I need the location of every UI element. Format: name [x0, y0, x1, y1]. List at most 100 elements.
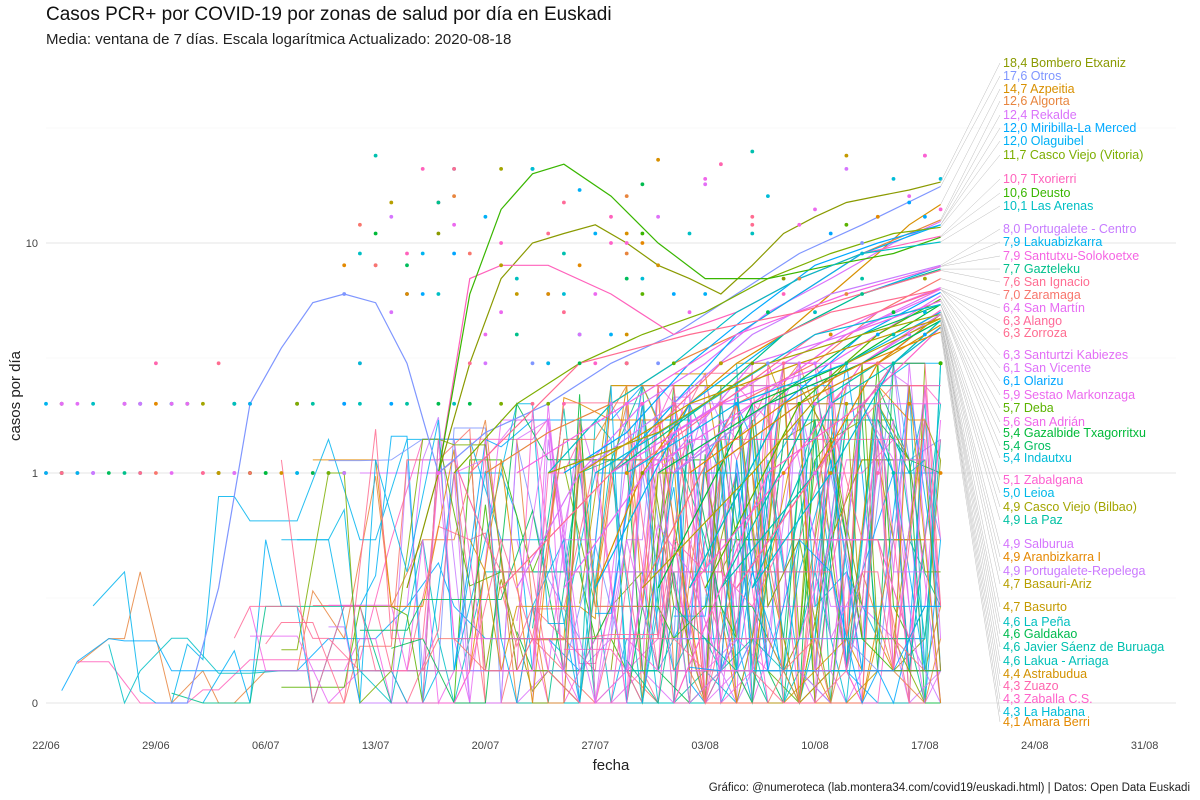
series-line [579, 264, 941, 474]
daily-point [358, 222, 362, 227]
daily-point [923, 310, 927, 315]
daily-point [907, 194, 912, 199]
series-label: 4,4 Astrabudua [1003, 667, 1087, 681]
series-label: 6,1 San Vicente [1003, 361, 1091, 375]
daily-point [797, 276, 802, 281]
background-series-line [265, 419, 925, 704]
x-tick-label: 20/07 [472, 740, 500, 752]
daily-point [766, 194, 770, 199]
daily-point [483, 361, 488, 366]
daily-point [452, 167, 456, 171]
daily-point [703, 177, 708, 181]
series-line [673, 326, 942, 704]
series-line [610, 224, 941, 474]
daily-point [828, 471, 833, 475]
daily-point [907, 332, 912, 337]
daily-point [860, 241, 864, 245]
daily-point [232, 401, 237, 406]
label-leader [940, 314, 1001, 558]
y-tick-label: 0 [32, 698, 38, 710]
daily-point [593, 231, 598, 236]
daily-point [562, 401, 566, 406]
daily-point [766, 310, 770, 315]
series-label: 8,0 Portugalete - Centro [1003, 222, 1136, 236]
daily-point [813, 471, 817, 475]
daily-point [875, 332, 880, 337]
daily-point [609, 214, 613, 219]
label-leader [940, 312, 1001, 494]
label-leader [940, 292, 1001, 369]
daily-point [624, 332, 629, 337]
series-label: 4,9 Salburua [1003, 537, 1074, 551]
label-leader [940, 287, 1001, 309]
series-label: 7,0 Zaramaga [1003, 288, 1081, 302]
series-label: 7,7 Gazteleku [1003, 262, 1080, 276]
daily-point [938, 207, 943, 212]
daily-point [452, 194, 456, 199]
daily-point [436, 401, 441, 406]
daily-point [106, 471, 111, 475]
series-label: 12,4 Rekalde [1003, 108, 1077, 122]
label-leader [940, 288, 1001, 334]
daily-point [420, 251, 425, 256]
series-label: 5,4 Gros [1003, 439, 1051, 453]
daily-point [828, 332, 833, 337]
daily-points [44, 149, 943, 475]
label-leader [940, 75, 1001, 187]
daily-point [310, 471, 315, 475]
daily-point [169, 401, 174, 406]
series-label: 6,3 Zorroza [1003, 326, 1067, 340]
series-label: 5,0 Leioa [1003, 486, 1054, 500]
label-leader [940, 289, 1001, 356]
label-leader [940, 300, 1001, 423]
label-leader [940, 320, 1001, 648]
x-tick-label: 31/08 [1131, 740, 1159, 752]
daily-point [232, 471, 237, 475]
label-leader [940, 320, 1001, 635]
daily-point [781, 276, 786, 281]
daily-point [499, 401, 503, 406]
daily-point [656, 214, 660, 219]
daily-point [530, 361, 535, 366]
background-series-line [673, 385, 941, 672]
daily-point [295, 401, 299, 406]
daily-point [891, 471, 896, 475]
daily-point [860, 292, 864, 296]
series-line [155, 185, 941, 704]
daily-point [923, 276, 927, 281]
series-label: 5,4 Gazalbide Txagorritxu [1003, 426, 1146, 440]
daily-point [671, 401, 676, 406]
series-label: 18,4 Bombero Etxaniz [1003, 56, 1126, 70]
label-leader [940, 192, 1001, 238]
series-line [626, 288, 941, 474]
label-leader [940, 298, 1001, 409]
series-label: 12,6 Algorta [1003, 94, 1070, 108]
daily-point [562, 251, 566, 256]
x-tick-label: 06/07 [252, 740, 280, 752]
label-leader [940, 304, 1001, 459]
label-leader [940, 318, 1001, 585]
daily-point [216, 361, 221, 366]
daily-point [342, 292, 347, 296]
y-tick-label: 10 [26, 238, 38, 250]
series-line [406, 181, 941, 589]
daily-point [844, 153, 849, 158]
y-axis-title: casos por día [7, 350, 24, 441]
daily-point [546, 361, 551, 366]
label-leader [940, 292, 1001, 382]
series-label: 5,9 Sestao Markonzaga [1003, 388, 1135, 402]
daily-point [750, 361, 755, 366]
daily-point [514, 332, 519, 337]
series-line [563, 224, 941, 474]
series-label: 4,9 Casco Viejo (Bilbao) [1003, 500, 1137, 514]
x-tick-label: 27/07 [582, 740, 610, 752]
label-leader [940, 327, 1001, 700]
daily-point [138, 471, 143, 475]
daily-point [562, 200, 566, 205]
daily-point [781, 292, 786, 296]
series-label: 10,1 Las Arenas [1003, 199, 1093, 213]
daily-point [185, 401, 190, 406]
series-line [469, 269, 941, 474]
daily-point [154, 471, 158, 475]
